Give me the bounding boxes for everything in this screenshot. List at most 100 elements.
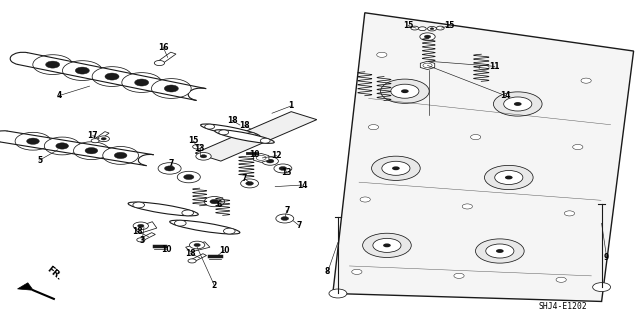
Circle shape xyxy=(138,224,144,227)
Circle shape xyxy=(496,249,504,253)
Circle shape xyxy=(154,61,164,66)
Circle shape xyxy=(266,159,274,163)
Text: 6: 6 xyxy=(216,200,221,209)
Text: 4: 4 xyxy=(56,91,61,100)
Circle shape xyxy=(504,97,532,111)
Text: 5: 5 xyxy=(37,156,42,165)
Text: 2: 2 xyxy=(212,281,217,290)
Circle shape xyxy=(27,138,39,145)
Circle shape xyxy=(56,143,68,149)
Circle shape xyxy=(15,132,51,150)
Circle shape xyxy=(573,145,583,150)
Circle shape xyxy=(205,124,214,129)
Ellipse shape xyxy=(170,220,240,234)
Text: 13: 13 xyxy=(282,168,292,177)
Circle shape xyxy=(210,199,219,204)
Circle shape xyxy=(188,259,196,263)
Text: 16: 16 xyxy=(158,43,168,52)
Circle shape xyxy=(420,33,435,41)
Circle shape xyxy=(352,269,362,274)
Circle shape xyxy=(369,125,379,130)
Circle shape xyxy=(241,179,259,188)
Text: 11: 11 xyxy=(490,62,500,71)
Text: 3: 3 xyxy=(140,236,145,245)
Circle shape xyxy=(424,35,431,38)
Circle shape xyxy=(134,79,148,86)
Circle shape xyxy=(133,222,148,230)
Circle shape xyxy=(63,61,102,80)
Circle shape xyxy=(246,132,256,137)
Text: 17: 17 xyxy=(88,131,98,140)
Circle shape xyxy=(115,152,127,159)
Circle shape xyxy=(373,238,401,252)
Text: 14: 14 xyxy=(297,181,307,189)
Text: FR.: FR. xyxy=(45,265,63,282)
Circle shape xyxy=(74,142,109,160)
Circle shape xyxy=(184,174,194,180)
Circle shape xyxy=(392,167,400,170)
Text: 9: 9 xyxy=(604,253,609,262)
Circle shape xyxy=(495,170,523,184)
Polygon shape xyxy=(93,132,109,141)
Circle shape xyxy=(470,135,481,140)
Circle shape xyxy=(194,243,200,247)
Circle shape xyxy=(382,161,410,175)
Circle shape xyxy=(411,26,419,30)
Text: 14: 14 xyxy=(500,91,511,100)
Circle shape xyxy=(514,102,522,106)
Circle shape xyxy=(430,28,434,30)
Circle shape xyxy=(105,73,119,80)
Circle shape xyxy=(262,157,278,165)
Circle shape xyxy=(103,146,138,164)
Circle shape xyxy=(486,244,514,258)
Polygon shape xyxy=(17,283,33,290)
Ellipse shape xyxy=(200,124,260,137)
Circle shape xyxy=(158,163,181,174)
Polygon shape xyxy=(190,254,207,262)
Circle shape xyxy=(505,175,513,179)
Circle shape xyxy=(189,241,205,249)
Text: 7: 7 xyxy=(284,206,289,215)
Circle shape xyxy=(76,67,90,74)
Circle shape xyxy=(372,156,420,181)
Circle shape xyxy=(377,52,387,57)
Circle shape xyxy=(200,155,207,158)
Circle shape xyxy=(98,136,109,142)
Text: 13: 13 xyxy=(195,144,205,153)
Circle shape xyxy=(279,167,287,170)
Text: 7: 7 xyxy=(297,221,302,230)
Circle shape xyxy=(175,220,186,226)
Circle shape xyxy=(164,85,179,92)
Circle shape xyxy=(44,137,80,155)
Circle shape xyxy=(196,152,211,160)
Circle shape xyxy=(101,137,106,140)
Circle shape xyxy=(381,79,429,103)
Circle shape xyxy=(85,148,98,154)
Polygon shape xyxy=(157,52,176,64)
Circle shape xyxy=(428,26,436,31)
Polygon shape xyxy=(420,61,435,70)
Circle shape xyxy=(219,130,228,135)
Polygon shape xyxy=(253,153,269,162)
Circle shape xyxy=(281,217,289,220)
Circle shape xyxy=(476,239,524,263)
Circle shape xyxy=(260,138,270,143)
Ellipse shape xyxy=(214,130,275,143)
Circle shape xyxy=(92,67,132,86)
Circle shape xyxy=(401,89,409,93)
Circle shape xyxy=(419,27,426,31)
Circle shape xyxy=(329,289,347,298)
Circle shape xyxy=(454,273,464,278)
Circle shape xyxy=(274,164,292,173)
Circle shape xyxy=(462,204,472,209)
Circle shape xyxy=(177,171,200,183)
Text: 10: 10 xyxy=(219,246,229,255)
Circle shape xyxy=(493,92,542,116)
Polygon shape xyxy=(195,112,317,161)
Circle shape xyxy=(479,65,489,70)
Text: 18: 18 xyxy=(132,227,143,236)
Polygon shape xyxy=(186,242,210,252)
Circle shape xyxy=(391,84,419,98)
Circle shape xyxy=(564,211,575,216)
Text: 15: 15 xyxy=(403,21,413,30)
